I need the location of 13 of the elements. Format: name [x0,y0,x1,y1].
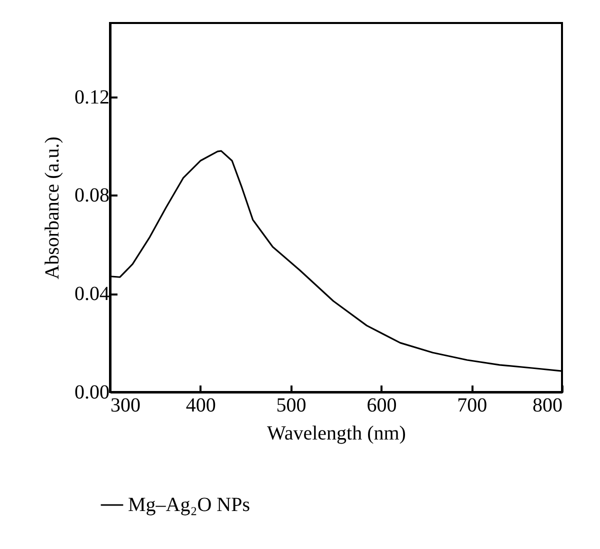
x-tick-label: 700 [457,394,488,416]
legend-label: Mg–Ag₂O NPs [128,494,250,516]
x-tick-label: 600 [366,394,397,416]
x-tick-label: 500 [276,394,306,416]
x-axis-title: Wavelength (nm) [267,422,406,444]
x-tick-label: 400 [186,394,216,416]
x-tick-label: 800 [532,394,562,416]
y-tick-label: 0.08 [74,184,110,207]
y-tick-label: 0.00 [74,382,110,404]
y-axis-title: Absorbance (a.u.) [42,136,64,280]
x-tick-label: 300 [110,394,140,416]
y-tick-label: 0.04 [74,283,110,306]
y-tick-label: 0.12 [74,86,110,108]
